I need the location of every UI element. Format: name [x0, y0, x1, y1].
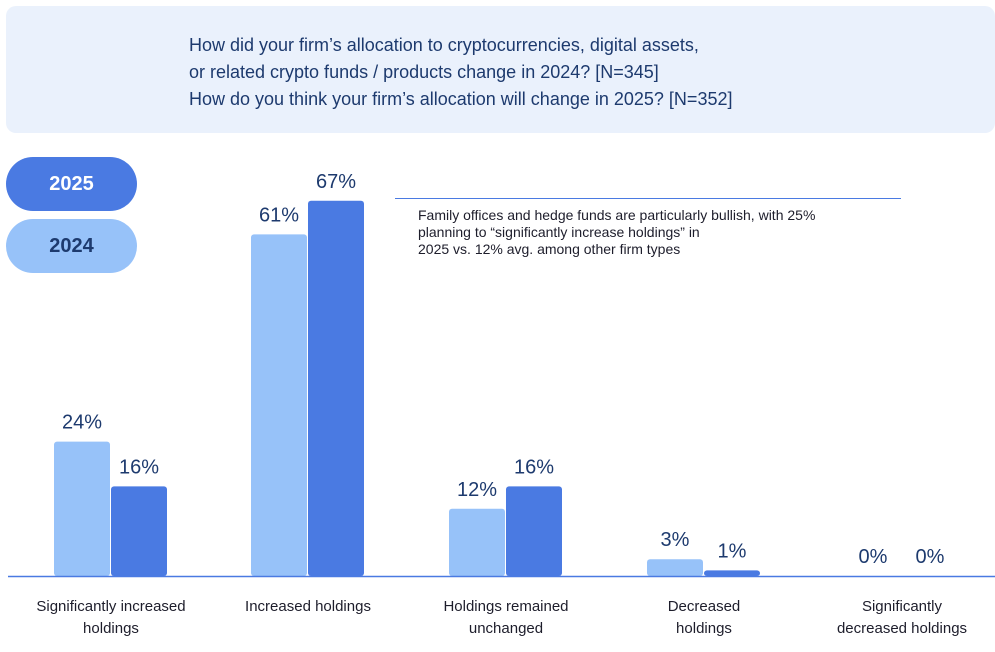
bar-2025	[111, 486, 167, 576]
bar-2025	[704, 570, 760, 576]
bar-2024	[449, 508, 505, 576]
legend-item-2025: 2025	[6, 157, 137, 211]
category-label: Decreased holdings	[667, 598, 741, 637]
question-box	[6, 6, 995, 133]
value-label-2024: 3%	[661, 529, 690, 551]
value-label-2025: 16%	[514, 456, 554, 478]
bar-2024	[647, 559, 703, 576]
question-line-3: How do you think your firm’s allocation …	[189, 89, 733, 109]
value-label-2024: 0%	[859, 546, 888, 568]
question-line-1: How did your firm’s allocation to crypto…	[189, 35, 699, 55]
category-label: Significantly decreased holdings	[836, 598, 968, 637]
bar-2024	[251, 234, 307, 576]
legend-item-2024: 2024	[6, 219, 137, 273]
value-label-2025: 67%	[316, 171, 356, 193]
annotation-line: Family offices and hedge funds are parti…	[418, 207, 816, 223]
value-label-2025: 0%	[916, 546, 945, 568]
annotation-rule	[395, 198, 901, 199]
value-label-2025: 1%	[718, 540, 747, 562]
bar-2024	[54, 441, 110, 576]
bar-2025	[506, 486, 562, 576]
category-label: Increased holdings	[245, 598, 371, 615]
value-label-2024: 24%	[62, 412, 102, 434]
question-line-2: or related crypto funds / products chang…	[189, 62, 659, 82]
value-label-2024: 61%	[259, 204, 299, 226]
annotation-line: planning to “significantly increase hold…	[418, 224, 700, 240]
value-label-2025: 16%	[119, 456, 159, 478]
category-label: Significantly increased holdings	[36, 598, 186, 637]
bar-2025	[308, 200, 364, 577]
value-label-2024: 12%	[457, 479, 497, 501]
annotation-line: 2025 vs. 12% avg. among other firm types	[418, 241, 681, 257]
annotation: Family offices and hedge funds are parti…	[418, 207, 908, 258]
category-label: Holdings remained unchanged	[443, 598, 569, 637]
